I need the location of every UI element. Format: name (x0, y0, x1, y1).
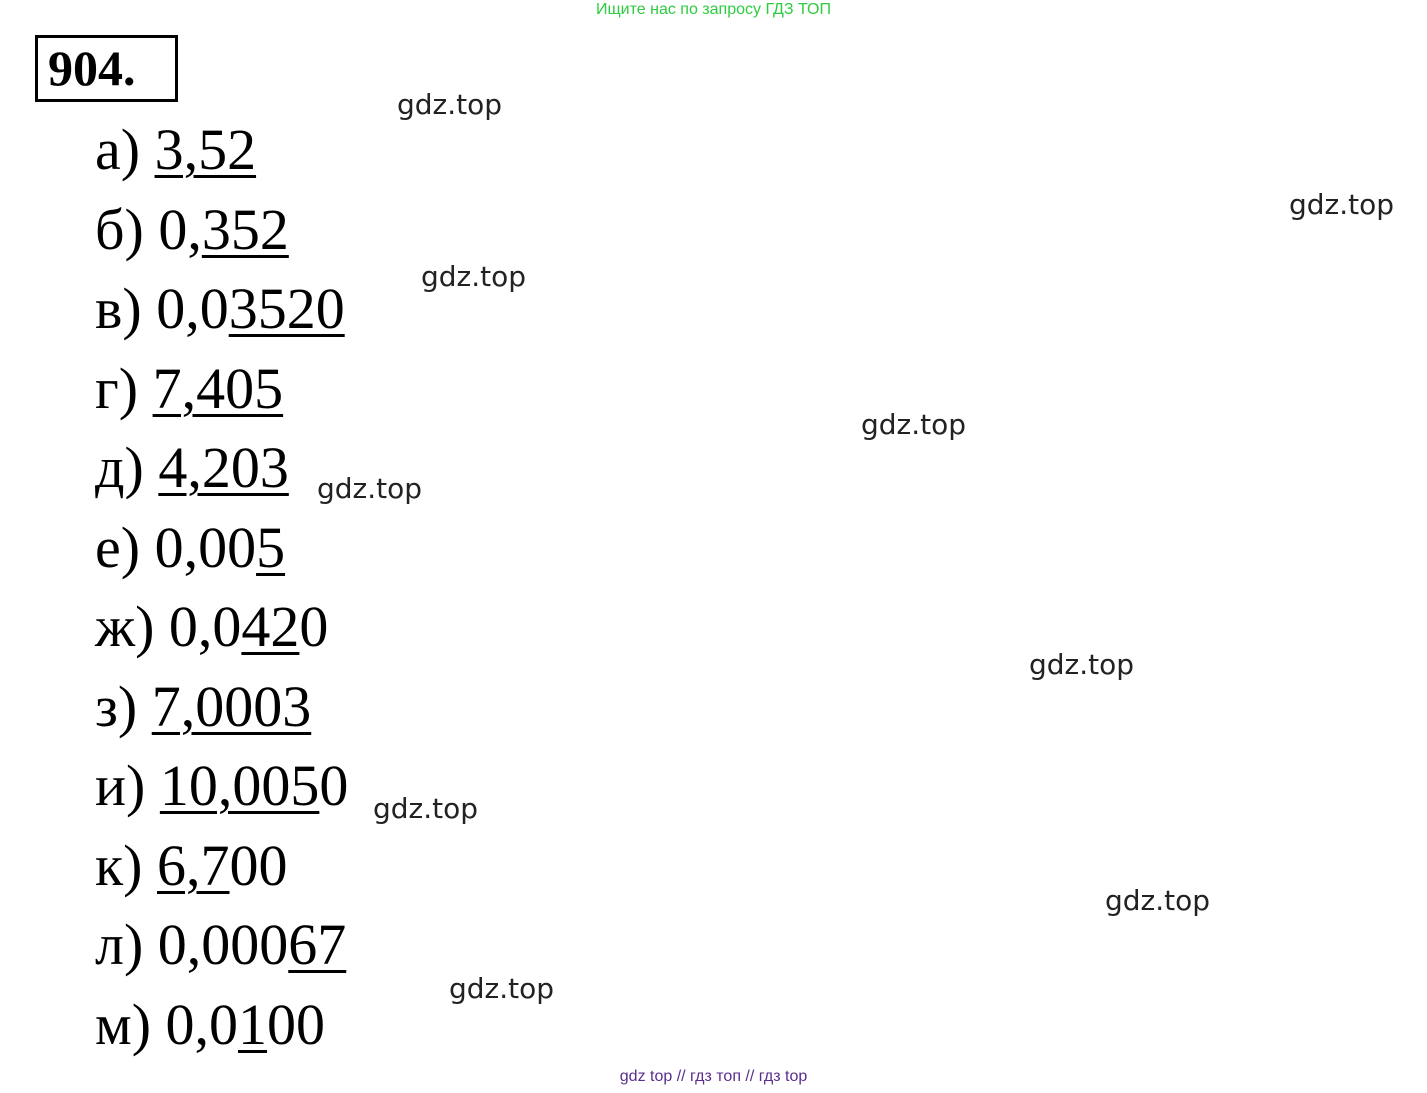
problem-number: 904. (35, 35, 178, 102)
answer-label: д) (95, 435, 159, 500)
answer-underlined: 10,005 (159, 753, 320, 818)
answer-label: е) (95, 514, 155, 580)
answer-underlined: 3,52 (154, 117, 257, 182)
answer-prefix: 0,00 (154, 514, 257, 580)
footer-links[interactable]: gdz top // гдз топ // гдз top (619, 1068, 808, 1085)
answer-label: к) (95, 832, 157, 898)
answer-item: м) 0,0100 (95, 991, 326, 1057)
watermark: gdz.top (1029, 648, 1135, 681)
answer-label: б) (95, 196, 159, 262)
watermark: gdz.top (1289, 188, 1395, 221)
answer-label: з) (95, 673, 152, 739)
watermark: gdz.top (861, 408, 967, 441)
answer-prefix: 0,0 (168, 594, 242, 659)
answer-underlined: 6,7 (157, 832, 230, 898)
answer-suffix: 0 (299, 594, 329, 659)
answer-item: ж) 0,0420 (95, 597, 328, 657)
answer-underlined: 42 (241, 594, 300, 659)
answer-prefix: 0,0 (156, 276, 229, 341)
answer-suffix: 00 (267, 991, 326, 1057)
watermark: gdz.top (397, 88, 503, 121)
answer-label: в) (95, 276, 157, 341)
answer-item: е) 0,005 (95, 514, 286, 580)
answer-item: б) 0,352 (95, 196, 289, 262)
watermark: gdz.top (1105, 884, 1211, 917)
answer-underlined: 4,203 (158, 435, 289, 500)
answer-underlined: 7,405 (152, 355, 284, 421)
answer-item: а) 3,52 (95, 120, 256, 180)
answer-item: л) 0,00067 (95, 915, 346, 975)
answer-underlined: 7,0003 (151, 673, 312, 739)
answer-item: и) 10,0050 (95, 756, 348, 816)
watermark: gdz.top (449, 972, 555, 1005)
answer-underlined: 5 (256, 514, 286, 580)
answer-label: л) (95, 912, 158, 977)
answer-label: ж) (95, 594, 169, 659)
answer-suffix: 0 (319, 753, 349, 818)
answer-suffix: 00 (229, 832, 288, 898)
answer-item: д) 4,203 (95, 438, 289, 498)
watermark: gdz.top (317, 472, 423, 505)
answer-prefix: 0,000 (157, 912, 289, 977)
watermark: gdz.top (373, 792, 479, 825)
answer-underlined: 1 (238, 991, 268, 1057)
watermark: gdz.top (421, 260, 527, 293)
answer-label: м) (95, 991, 166, 1057)
answer-label: и) (95, 753, 160, 818)
answer-underlined: 3520 (228, 276, 345, 341)
answer-item: з) 7,0003 (95, 673, 312, 739)
answer-label: г) (95, 355, 153, 421)
answer-underlined: 352 (201, 196, 289, 262)
answer-item: г) 7,405 (95, 355, 284, 421)
answer-label: а) (95, 117, 155, 182)
answer-item: в) 0,03520 (95, 279, 345, 339)
answer-prefix: 0,0 (165, 991, 239, 1057)
answer-prefix: 0, (158, 196, 202, 262)
answer-item: к) 6,700 (95, 832, 288, 898)
search-banner: Ищите нас по запросу ГДЗ ТОП (596, 1, 831, 18)
answer-underlined: 67 (288, 912, 347, 977)
